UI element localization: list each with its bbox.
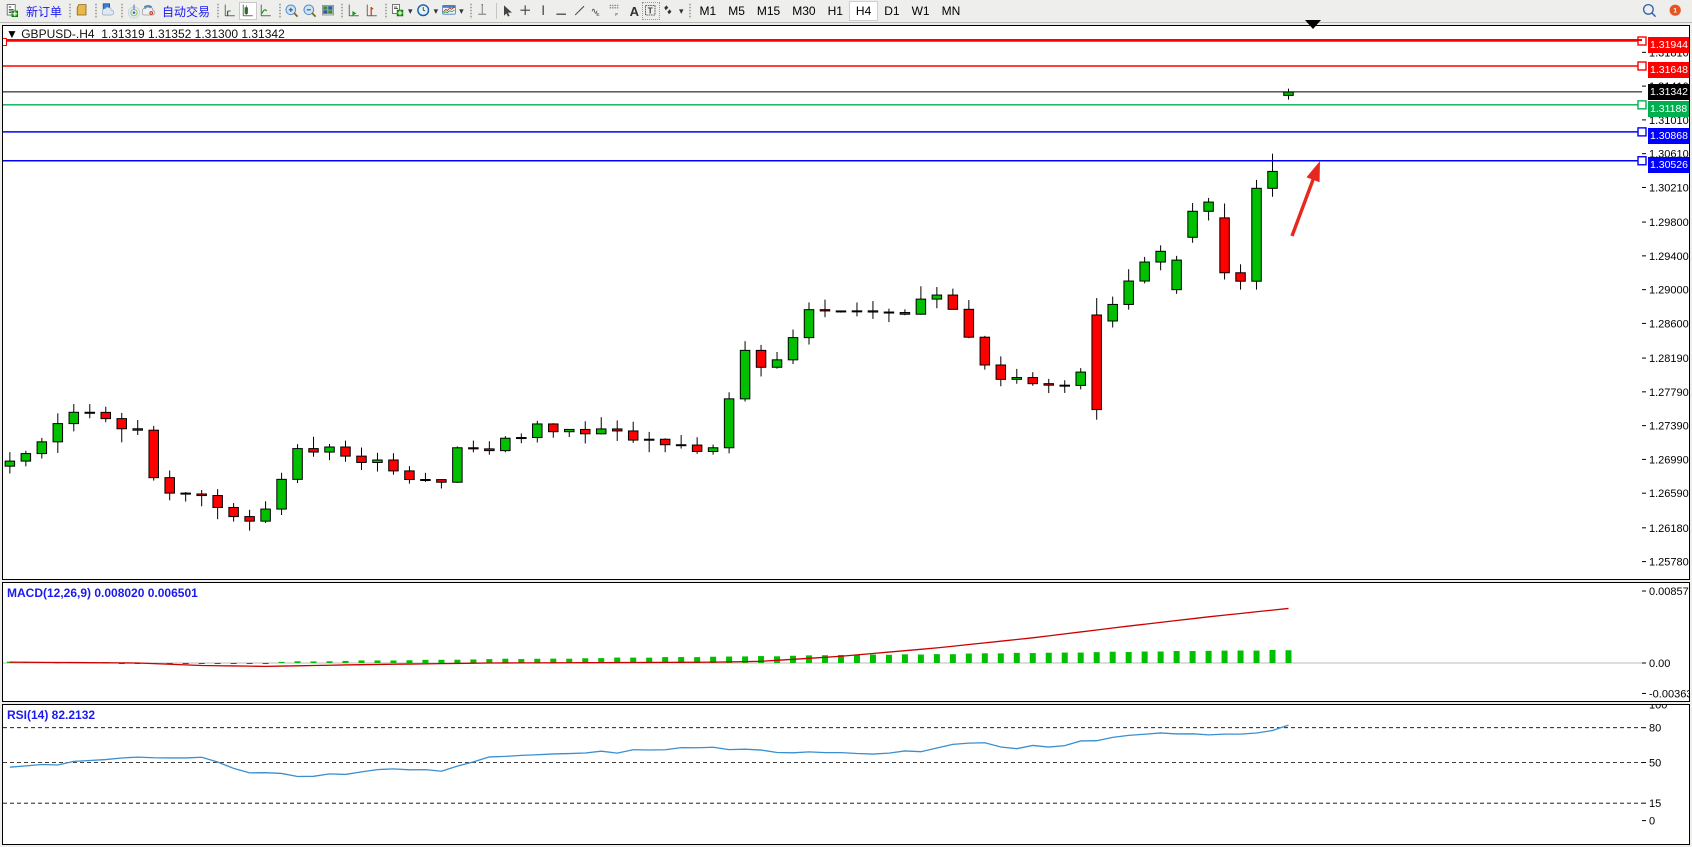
svg-text:1.27390: 1.27390 [1649, 421, 1689, 433]
svg-text:100: 100 [1649, 705, 1667, 711]
svg-text:MACD(12,26,9) 0.008020 0.00650: MACD(12,26,9) 0.008020 0.006501 [7, 586, 198, 600]
svg-text:1.29800: 1.29800 [1649, 217, 1689, 229]
svg-text:1.28600: 1.28600 [1649, 318, 1689, 330]
svg-text:F: F [615, 12, 618, 18]
svg-text:T: T [648, 6, 653, 15]
svg-text:RSI(14) 82.2132: RSI(14) 82.2132 [7, 708, 95, 722]
svg-text:50: 50 [1649, 758, 1661, 770]
svg-text:80: 80 [1649, 723, 1661, 735]
svg-text:1.26990: 1.26990 [1649, 454, 1689, 466]
svg-text:1.28190: 1.28190 [1649, 353, 1689, 365]
svg-text:1.25780: 1.25780 [1649, 557, 1689, 569]
svg-text:1.27790: 1.27790 [1649, 387, 1689, 399]
svg-text:1: 1 [1673, 8, 1677, 15]
svg-text:0.00857: 0.00857 [1649, 586, 1689, 598]
svg-text:E: E [596, 12, 599, 18]
svg-text:1.29000: 1.29000 [1649, 285, 1689, 297]
svg-text:15: 15 [1649, 798, 1661, 810]
svg-text:1.26590: 1.26590 [1649, 488, 1689, 500]
svg-text:0: 0 [1649, 816, 1655, 828]
svg-text:0.00: 0.00 [1649, 658, 1670, 670]
svg-text:1.30210: 1.30210 [1649, 182, 1689, 194]
svg-text:1.29400: 1.29400 [1649, 251, 1689, 263]
svg-text:-0.00363: -0.00363 [1649, 688, 1690, 700]
svg-text:1.26180: 1.26180 [1649, 523, 1689, 535]
